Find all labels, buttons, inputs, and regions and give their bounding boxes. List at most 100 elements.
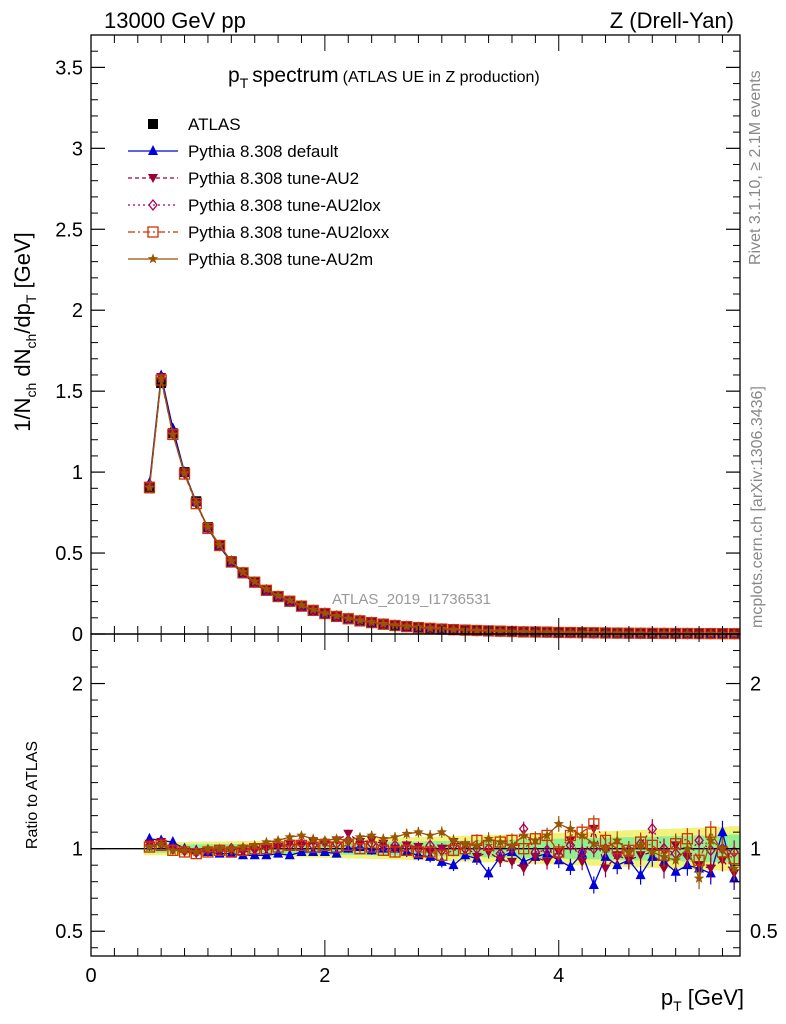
ratio-y-tick-label: 1 <box>72 839 83 861</box>
ratio-point-3 <box>483 842 494 855</box>
ratio-point-5 <box>354 831 366 842</box>
ratio-point-3 <box>495 847 506 860</box>
legend-entry-label: Pythia 8.308 default <box>188 142 339 161</box>
ratio-point-5 <box>272 834 284 845</box>
ratio-y-tick-label-right: 2 <box>750 674 761 696</box>
ratio-point-5 <box>728 863 740 873</box>
plot-title: pT spectrum (ATLAS UE in Z production) <box>228 64 540 91</box>
header-process: Z (Drell-Yan) <box>610 8 734 33</box>
ratio-point-4 <box>389 846 401 858</box>
ratio-point-5 <box>553 818 564 829</box>
ratio-panel-frame <box>90 633 741 957</box>
ratio-point-1 <box>670 865 681 876</box>
ratio-point-3 <box>542 844 552 857</box>
rivet-version-label: Rivet 3.1.10, ≥ 2.1M events <box>747 70 764 265</box>
ratio-point-5 <box>155 838 167 849</box>
ratio-point-5 <box>612 834 623 845</box>
x-tick-label: 2 <box>319 965 330 987</box>
ratio-point-4 <box>377 844 389 856</box>
ratio-point-5 <box>401 828 412 839</box>
legend-entry-label: Pythia 8.308 tune-AU2m <box>188 250 373 269</box>
ratio-point-5 <box>495 836 506 847</box>
main-point-5 <box>366 616 377 627</box>
ratio-point-4 <box>284 839 296 852</box>
ratio-point-3 <box>472 842 482 855</box>
ratio-point-5 <box>167 844 179 855</box>
main-point-5 <box>179 467 190 478</box>
x-axis-label: pT [GeV] <box>661 985 744 1014</box>
main-point-5 <box>471 625 483 635</box>
legend-marker-2 <box>148 174 158 183</box>
ratio-point-5 <box>448 834 459 845</box>
ratio-point-2 <box>577 857 588 867</box>
main-y-tick-label: 2.5 <box>55 219 83 241</box>
x-tick-label: 4 <box>553 965 564 987</box>
main-y-tick-label: 3 <box>72 138 83 160</box>
main-y-tick-label: 2 <box>72 300 83 322</box>
ratio-line-2 <box>149 826 735 874</box>
main-y-tick-label: 3.5 <box>55 57 83 79</box>
ratio-point-5 <box>518 830 529 840</box>
main-point-5 <box>272 590 284 601</box>
main-point-5 <box>226 555 237 566</box>
ratio-point-4 <box>401 844 413 856</box>
legend-entry-label: Pythia 8.308 tune-AU2lox <box>188 196 381 215</box>
ratio-point-5 <box>389 831 401 842</box>
ratio-point-2 <box>518 864 529 874</box>
ratio-point-4 <box>553 846 565 858</box>
ratio-y-tick-label: 0.5 <box>55 921 83 943</box>
ratio-point-4 <box>670 838 682 850</box>
ratio-y-tick-label-right: 0.5 <box>750 921 778 943</box>
main-point-5 <box>728 628 740 639</box>
ratio-point-2 <box>506 857 517 867</box>
ratio-point-1 <box>448 859 459 870</box>
ratio-point-1 <box>588 878 599 889</box>
ratio-point-4 <box>295 839 308 852</box>
main-y-tick-label: 1 <box>72 462 83 484</box>
ratio-point-4 <box>365 841 378 853</box>
main-point-5 <box>682 628 693 638</box>
analysis-watermark: ATLAS_2019_I1736531 <box>332 591 491 608</box>
main-point-5 <box>191 497 202 508</box>
main-point-5 <box>167 429 179 439</box>
legend: ATLAS Pythia 8.308 default Pythia 8.308 tu… <box>128 115 390 269</box>
ratio-point-5 <box>237 841 249 852</box>
ratio-point-4 <box>354 843 366 855</box>
ratio-series-layer <box>91 815 740 894</box>
ratio-point-3 <box>553 849 564 862</box>
main-point-5 <box>541 626 553 637</box>
legend-entry-label: Pythia 8.308 tune-AU2 <box>188 169 359 188</box>
main-y-tick-label: 1.5 <box>55 381 83 403</box>
ratio-point-5 <box>623 846 635 857</box>
main-point-5 <box>237 566 249 577</box>
main-series-layer <box>143 369 740 640</box>
ratio-point-3 <box>565 839 576 852</box>
main-point-5 <box>448 624 459 634</box>
main-point-5 <box>389 619 401 630</box>
ratio-point-2 <box>635 851 646 861</box>
main-point-5 <box>202 521 214 532</box>
ratio-point-5 <box>343 834 354 845</box>
ratio-point-3 <box>530 845 541 859</box>
main-point-5 <box>495 625 506 636</box>
ratio-point-5 <box>530 834 541 845</box>
legend-marker-1 <box>148 145 158 155</box>
main-point-5 <box>307 604 319 615</box>
ratio-point-5 <box>378 833 389 844</box>
ratio-point-2 <box>343 829 354 839</box>
axes-layer: 00.511.522.533.50.5 0.51 12 20 2 4 <box>55 35 778 987</box>
main-point-5 <box>588 627 600 638</box>
ratio-point-5 <box>483 833 494 844</box>
ratio-point-5 <box>460 838 471 849</box>
ratio-point-4 <box>518 843 530 855</box>
main-point-5 <box>378 618 389 629</box>
ratio-point-1 <box>565 860 576 871</box>
ratio-point-1 <box>483 867 494 878</box>
ratio-point-5 <box>635 839 646 850</box>
ratio-point-3 <box>144 839 155 852</box>
main-point-5 <box>635 627 646 638</box>
main-y-tick-label: 0.5 <box>55 543 83 565</box>
ratio-point-3 <box>168 842 178 855</box>
main-point-5 <box>261 583 272 594</box>
ratio-point-5 <box>249 839 260 850</box>
